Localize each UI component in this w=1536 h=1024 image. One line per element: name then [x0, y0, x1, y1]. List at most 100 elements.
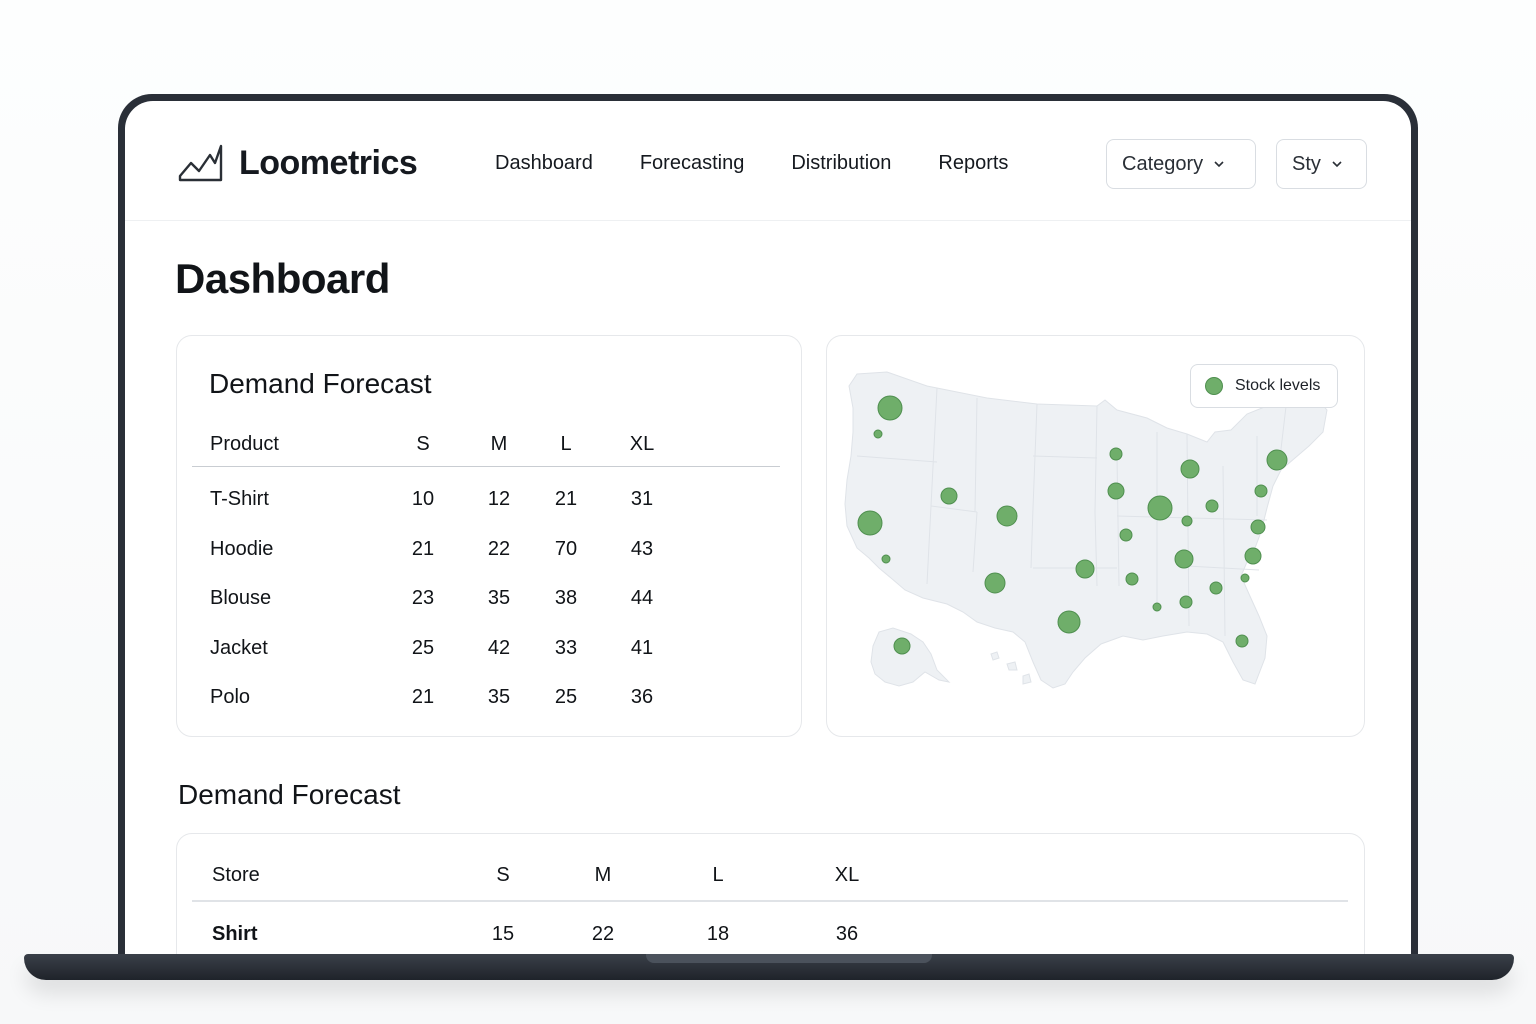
value-cell-xl: 41: [630, 636, 654, 659]
table-row[interactable]: Polo 21 35 25 36: [192, 673, 780, 723]
product-cell: Jacket: [210, 636, 268, 659]
product-cell: Polo: [210, 686, 251, 709]
column-header-xl[interactable]: XL: [768, 850, 926, 902]
column-header-store[interactable]: Store: [192, 850, 468, 902]
stock-level-marker[interactable]: [1250, 519, 1266, 535]
stock-level-marker[interactable]: [1205, 499, 1219, 513]
nav-item-dashboard[interactable]: Dashboard: [495, 152, 593, 174]
value-cell-s: 21: [411, 537, 435, 560]
legend-label: Stock levels: [1235, 377, 1321, 394]
table-header-row: Store S M L XL: [192, 850, 1348, 902]
value-cell-m: 35: [487, 587, 511, 610]
stock-level-marker[interactable]: [996, 505, 1018, 527]
stock-level-marker[interactable]: [1244, 547, 1262, 565]
stock-level-marker[interactable]: [1125, 572, 1139, 586]
row-spacer: [692, 574, 780, 624]
table-row[interactable]: Hoodie 21 22 70 43: [192, 525, 780, 575]
brand[interactable]: Loometrics: [177, 141, 418, 185]
product-cell: Blouse: [210, 587, 272, 610]
table-row[interactable]: Shirt 15 22 18 36: [192, 901, 1348, 962]
nav-item-reports[interactable]: Reports: [938, 152, 1009, 174]
stock-level-marker[interactable]: [1119, 528, 1133, 542]
column-spacer: [692, 422, 780, 467]
category-select-value: Category: [1122, 152, 1204, 175]
table-row[interactable]: Jacket 25 42 33 41: [192, 624, 780, 674]
stock-level-marker[interactable]: [984, 572, 1006, 594]
nav-item-distribution[interactable]: Distribution: [791, 152, 892, 174]
stock-level-marker[interactable]: [877, 395, 903, 421]
style-select-value: Sty: [1292, 152, 1321, 175]
value-cell-l: 18: [706, 922, 730, 945]
value-cell-m: 42: [487, 636, 511, 659]
column-header-s[interactable]: S: [388, 422, 458, 467]
row-spacer: [692, 673, 780, 723]
value-cell-l: 38: [554, 587, 578, 610]
column-header-s[interactable]: S: [468, 850, 538, 902]
row-spacer: [692, 525, 780, 575]
column-header-m[interactable]: M: [538, 850, 668, 902]
table-row[interactable]: Blouse 23 35 38 44: [192, 574, 780, 624]
us-land: [844, 371, 1328, 689]
stock-level-marker[interactable]: [857, 510, 883, 536]
stock-level-marker[interactable]: [1107, 482, 1125, 500]
stock-level-marker[interactable]: [1057, 610, 1081, 634]
stock-level-marker[interactable]: [1179, 595, 1193, 609]
stock-level-marker[interactable]: [940, 487, 958, 505]
main-nav: Dashboard Forecasting Distribution Repor…: [495, 147, 1055, 179]
stock-level-marker[interactable]: [1235, 634, 1249, 648]
stock-level-marker[interactable]: [1181, 515, 1193, 527]
stock-level-marker[interactable]: [1174, 549, 1194, 569]
stock-level-marker[interactable]: [873, 429, 883, 439]
row-spacer: [692, 467, 780, 525]
brand-name: Loometrics: [239, 143, 418, 182]
laptop-base-notch: [646, 954, 932, 963]
stock-level-marker[interactable]: [1209, 581, 1223, 595]
column-header-m[interactable]: M: [458, 422, 540, 467]
stock-level-markers: [857, 395, 1288, 655]
forecast-table: Product S M L XL T-Shirt 10 12: [192, 422, 780, 723]
row-spacer: [926, 901, 1348, 962]
chevron-down-icon: [1332, 161, 1342, 168]
hawaii-shape: [990, 651, 1032, 685]
value-cell-l: 21: [554, 488, 578, 511]
category-select[interactable]: Category: [1106, 139, 1256, 189]
stock-level-marker[interactable]: [1266, 449, 1288, 471]
stock-level-marker[interactable]: [1240, 573, 1250, 583]
nav-item-forecasting[interactable]: Forecasting: [639, 152, 745, 174]
column-header-xl[interactable]: XL: [592, 422, 692, 467]
value-cell-xl: 36: [630, 686, 654, 709]
stock-level-marker[interactable]: [1180, 459, 1200, 479]
stock-level-marker[interactable]: [1147, 495, 1173, 521]
demand-forecast-card: Demand Forecast Product S M L XL: [176, 335, 802, 737]
value-cell-m: 22: [591, 922, 615, 945]
card-title: Demand Forecast: [209, 368, 432, 399]
stock-level-marker[interactable]: [1109, 447, 1123, 461]
style-select[interactable]: Sty: [1276, 139, 1367, 189]
us-stock-map[interactable]: [827, 336, 1364, 736]
column-spacer: [926, 850, 1348, 902]
app-header: Loometrics Dashboard Forecasting Distrib…: [125, 101, 1411, 221]
value-cell-m: 35: [487, 686, 511, 709]
stock-level-marker[interactable]: [881, 554, 891, 564]
column-header-l[interactable]: L: [668, 850, 768, 902]
store-forecast-table: Store S M L XL Shirt 15 22: [192, 850, 1348, 962]
value-cell-s: 15: [491, 922, 515, 945]
legend-marker-dot: [1205, 377, 1223, 395]
stock-level-marker[interactable]: [893, 637, 911, 655]
stock-level-marker[interactable]: [1254, 484, 1268, 498]
value-cell-s: 23: [411, 587, 435, 610]
chevron-down-icon: [1214, 161, 1224, 168]
value-cell-l: 70: [554, 537, 578, 560]
column-header-l[interactable]: L: [540, 422, 592, 467]
stock-level-marker[interactable]: [1152, 602, 1162, 612]
table-row[interactable]: T-Shirt 10 12 21 31: [192, 467, 780, 525]
column-header-product[interactable]: Product: [192, 422, 388, 467]
value-cell-s: 10: [411, 488, 435, 511]
value-cell-s: 25: [411, 636, 435, 659]
page-title: Dashboard: [175, 255, 390, 302]
product-cell: Hoodie: [210, 537, 274, 560]
store-cell: Shirt: [212, 922, 258, 945]
product-cell: T-Shirt: [210, 488, 269, 511]
stock-level-marker[interactable]: [1075, 559, 1095, 579]
